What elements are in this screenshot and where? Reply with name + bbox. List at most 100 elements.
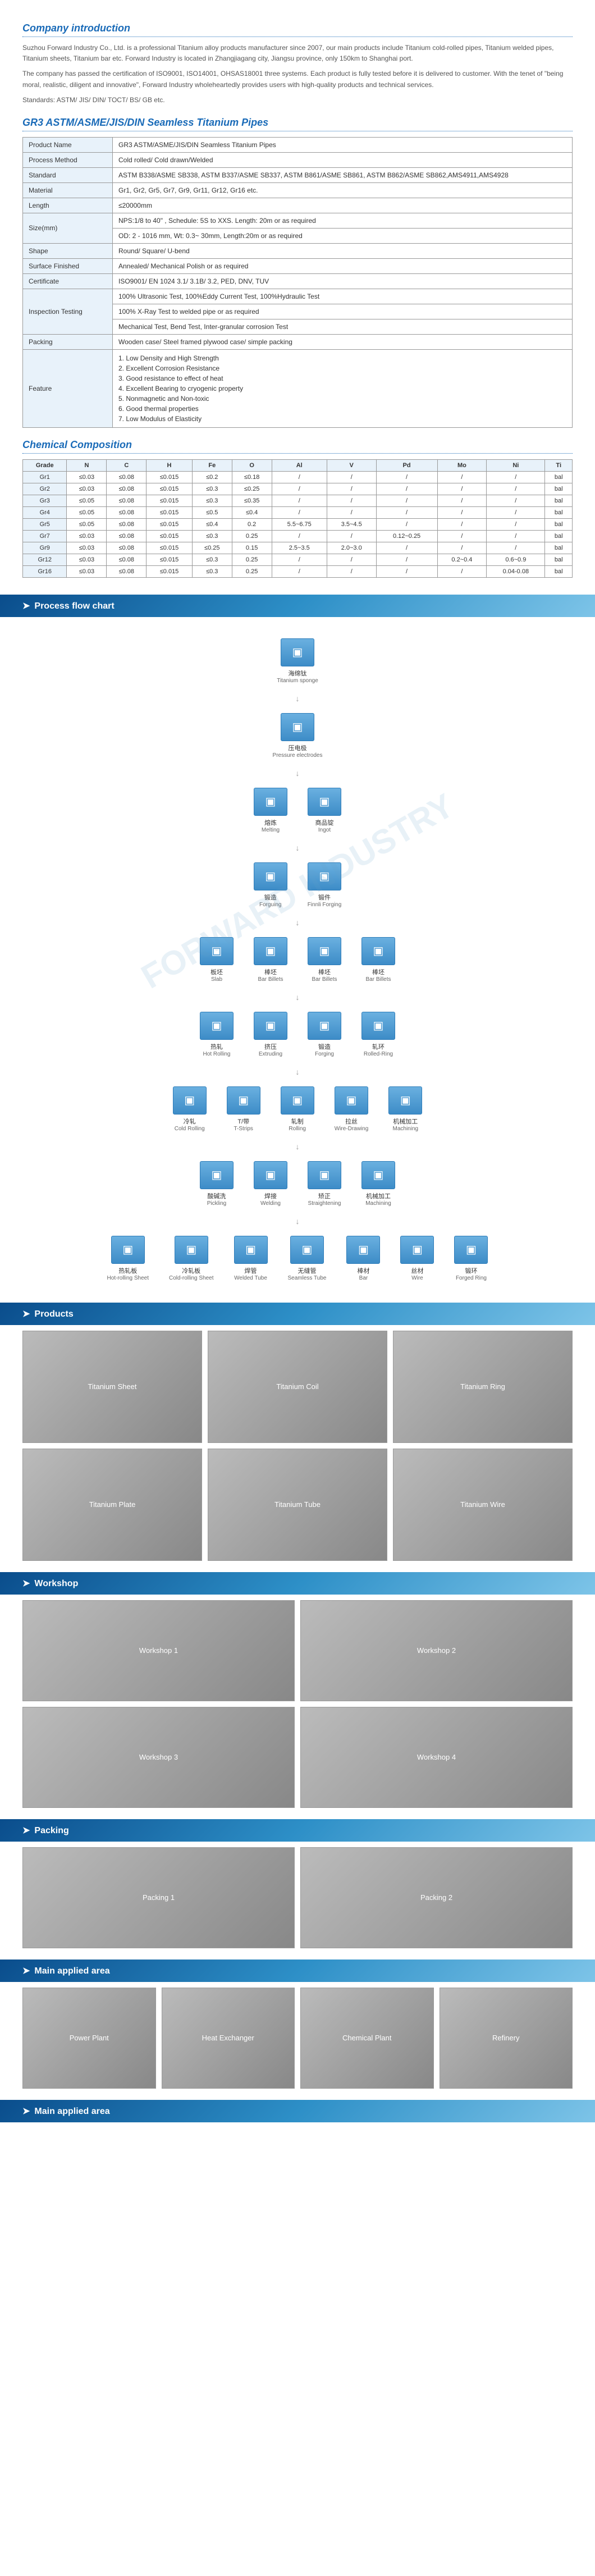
chem-cell: 0.15 [232, 542, 272, 554]
chem-cell: 0.2~0.4 [437, 554, 487, 565]
chem-header: Pd [376, 459, 437, 471]
chem-cell: bal [545, 565, 573, 577]
applied-banner-2: Main applied area [0, 2100, 595, 2122]
flow-label-cn: 轧环 [361, 1042, 395, 1051]
spec-label: Packing [23, 334, 113, 349]
flow-label-cn: 热轧 [200, 1042, 234, 1051]
flow-icon: ▣ [254, 937, 287, 965]
flow-icon: ▣ [200, 1012, 234, 1040]
chem-cell: / [487, 530, 545, 542]
chem-cell: Gr1 [23, 471, 67, 483]
flow-node: ▣冷轧Cold Rolling [173, 1086, 207, 1132]
chem-cell: Gr12 [23, 554, 67, 565]
chem-cell: / [487, 518, 545, 530]
spec-value: Mechanical Test, Bend Test, Inter-granul… [113, 319, 573, 334]
chem-cell: 0.04-0.08 [487, 565, 545, 577]
chem-cell: / [487, 542, 545, 554]
flow-arrow: ↓ [11, 1217, 584, 1226]
flow-icon: ▣ [175, 1236, 208, 1264]
flow-icon: ▣ [254, 788, 287, 816]
chem-cell: / [327, 565, 376, 577]
flow-row: ▣热轧Hot Rolling▣挤压Extruding▣锻造Forging▣轧环R… [11, 1007, 584, 1062]
chem-header: O [232, 459, 272, 471]
flow-node: ▣无缝管Seamless Tube [288, 1236, 327, 1281]
flow-label-cn: 海绵钛 [277, 669, 318, 678]
flow-arrow: ↓ [11, 694, 584, 703]
chem-cell: Gr7 [23, 530, 67, 542]
chem-cell: ≤0.4 [232, 506, 272, 518]
spec-label: Standard [23, 167, 113, 182]
flow-icon: ▣ [308, 862, 341, 890]
chem-cell: 0.25 [232, 530, 272, 542]
flow-icon: ▣ [346, 1236, 380, 1264]
chem-cell: / [376, 542, 437, 554]
flow-icon: ▣ [361, 1161, 395, 1189]
chem-cell: ≤0.5 [192, 506, 232, 518]
flow-icon: ▣ [335, 1086, 368, 1115]
spec-label: Length [23, 198, 113, 213]
packing-banner: Packing [0, 1819, 595, 1842]
chem-cell: Gr9 [23, 542, 67, 554]
products-grid: Titanium SheetTitanium CoilTitanium Ring… [0, 1325, 595, 1572]
chem-cell: / [376, 471, 437, 483]
flow-node: ▣锻环Forged Ring [454, 1236, 488, 1281]
flow-icon: ▣ [200, 937, 234, 965]
flow-label-en: Bar Billets [308, 976, 341, 983]
chem-cell: ≤0.3 [192, 495, 232, 506]
flow-node: ▣焊接Welding [254, 1161, 287, 1207]
intro-title: Company introduction [22, 22, 573, 37]
chem-cell: / [437, 471, 487, 483]
flow-label-en: Hot Rolling [200, 1051, 234, 1057]
flow-node: ▣ 热轧Hot Rolling [200, 1012, 234, 1057]
spec-value: Annealed/ Mechanical Polish or as requir… [113, 258, 573, 273]
chem-cell: ≤0.015 [147, 565, 193, 577]
flow-node: ▣冷轧板Cold-rolling Sheet [169, 1236, 214, 1281]
chem-cell: 0.2 [232, 518, 272, 530]
flow-row: ▣热轧板Hot-rolling Sheet▣冷轧板Cold-rolling Sh… [11, 1231, 584, 1286]
flow-icon: ▣ [400, 1236, 434, 1264]
chem-cell: bal [545, 530, 573, 542]
flow-label-en: Pressure electrodes [273, 752, 323, 759]
chem-cell: ≤0.015 [147, 518, 193, 530]
image-placeholder: Workshop 1 [22, 1600, 295, 1701]
intro-p3: Standards: ASTM/ JIS/ DIN/ TOCT/ BS/ GB … [22, 95, 573, 106]
flow-node: ▣焊管Welded Tube [234, 1236, 268, 1281]
chem-cell: ≤0.015 [147, 495, 193, 506]
chem-cell: / [487, 471, 545, 483]
chem-cell: ≤0.03 [67, 471, 107, 483]
flow-icon: ▣ [454, 1236, 488, 1264]
chem-cell: / [437, 483, 487, 495]
chem-cell: / [487, 506, 545, 518]
flow-label-cn: 棒坯 [361, 967, 395, 976]
spec-value: 100% X-Ray Test to welded pipe or as req… [113, 304, 573, 319]
chem-cell: / [376, 483, 437, 495]
chem-cell: / [327, 471, 376, 483]
flow-icon: ▣ [308, 937, 341, 965]
chem-table: GradeNCHFeOAlVPdMoNiTiGr1≤0.03≤0.08≤0.01… [22, 459, 573, 578]
chem-cell: bal [545, 518, 573, 530]
spec-label: Material [23, 182, 113, 198]
spec-label: Inspection Testing [23, 289, 113, 334]
flow-label-cn: 拉丝 [335, 1117, 369, 1126]
chem-cell: / [376, 518, 437, 530]
chem-cell: / [272, 554, 327, 565]
chem-cell: / [327, 483, 376, 495]
spec-label: Size(mm) [23, 213, 113, 243]
flow-row: ▣海绵钛Titanium sponge [11, 634, 584, 688]
flow-icon: ▣ [388, 1086, 422, 1115]
chem-cell: ≤0.05 [67, 495, 107, 506]
flow-node: ▣熔炼Melting [254, 788, 287, 833]
chem-cell: ≤0.03 [67, 483, 107, 495]
chem-cell: ≤0.08 [107, 495, 147, 506]
chem-header: Mo [437, 459, 487, 471]
spec-value: Round/ Square/ U-bend [113, 243, 573, 258]
flow-node: ▣棒坯Bar Billets [308, 937, 341, 983]
flow-label-cn: 商品锭 [308, 818, 341, 827]
chem-cell: ≤0.08 [107, 542, 147, 554]
chem-header: N [67, 459, 107, 471]
flow-label-en: Forged Ring [454, 1275, 488, 1281]
flow-icon: ▣ [254, 1012, 287, 1040]
flow-icon: ▣ [281, 638, 314, 666]
chem-cell: / [487, 483, 545, 495]
spec-value: ≤20000mm [113, 198, 573, 213]
